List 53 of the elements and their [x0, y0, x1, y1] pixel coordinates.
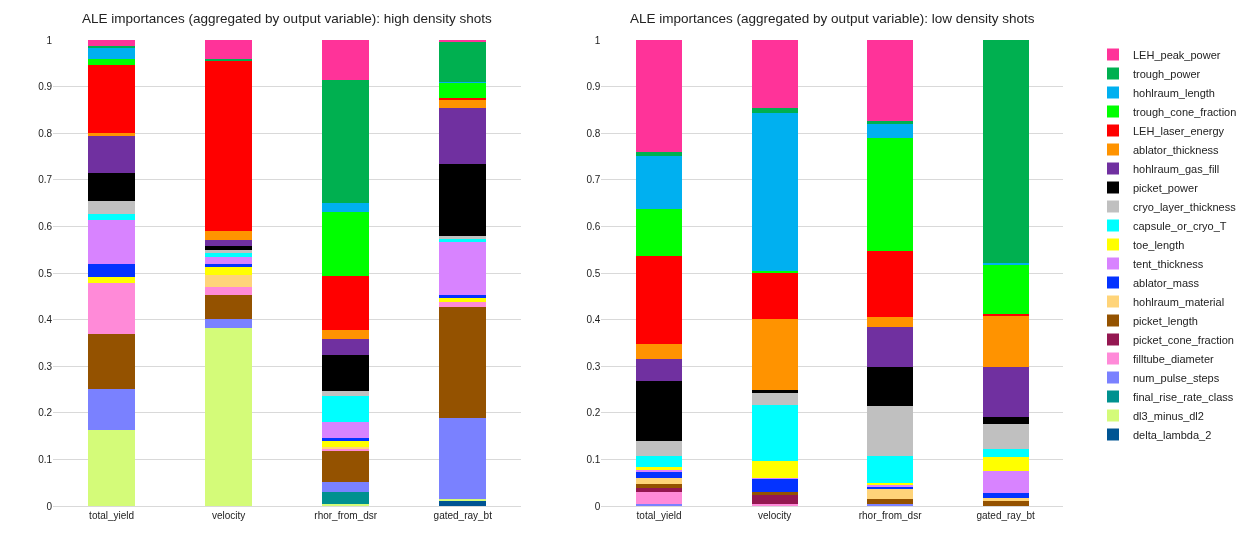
legend-label: hohlraum_gas_fill — [1133, 162, 1220, 175]
y-tick-label: 0.4 — [38, 314, 53, 326]
legend-label: ablator_thickness — [1133, 143, 1220, 156]
x-tick-label: rhor_from_dsr — [858, 510, 923, 521]
y-tick-label: 0.9 — [586, 81, 601, 93]
y-tick-label: 0.3 — [586, 360, 601, 372]
y-tick-label: 0.4 — [586, 314, 601, 326]
y-tick-label: 0.9 — [38, 81, 53, 93]
y-tick-label: 0 — [594, 500, 601, 512]
legend-label: picket_length — [1133, 314, 1198, 327]
y-tick-label: 0.8 — [38, 127, 53, 139]
x-tick-label: total_yield — [636, 510, 682, 521]
legend-label: tent_thickness — [1133, 257, 1204, 270]
legend-label: trough_cone_fraction — [1133, 105, 1237, 118]
legend-label: delta_lambda_2 — [1133, 428, 1212, 441]
y-tick-label: 0.1 — [38, 453, 53, 465]
legend-label: trough_power — [1133, 67, 1201, 80]
legend-label: ablator_mass — [1133, 276, 1200, 289]
y-tick-label: 0.5 — [38, 267, 53, 279]
y-tick-label: 0.2 — [38, 407, 53, 419]
legend-label: picket_cone_fraction — [1133, 333, 1234, 346]
legend-label: hohlraum_material — [1133, 295, 1225, 308]
legend-label: filltube_diameter — [1133, 352, 1215, 365]
y-tick-label: 0.3 — [38, 360, 53, 372]
y-tick-label: 0.1 — [586, 453, 601, 465]
x-tick-label: velocity — [212, 510, 246, 521]
legend-label: num_pulse_steps — [1133, 371, 1220, 384]
x-tick-label: rhor_from_dsr — [314, 510, 378, 521]
chart-title: ALE importances (aggregated by output variable): low density shots — [630, 11, 1035, 26]
y-tick-label: 0.7 — [586, 174, 601, 186]
legend-label: picket_power — [1133, 181, 1199, 194]
legend-label: cryo_layer_thickness — [1133, 200, 1237, 213]
x-tick-label: velocity — [757, 510, 792, 521]
y-tick-label: 0.6 — [586, 220, 601, 232]
legend-label: capsule_or_cryo_T — [1133, 219, 1227, 232]
y-tick-label: 0.6 — [38, 220, 53, 232]
legend-label: dl3_minus_dl2 — [1133, 409, 1204, 422]
y-tick-label: 1 — [46, 34, 53, 46]
x-tick-label: total_yield — [89, 510, 135, 521]
legend-label: toe_length — [1133, 238, 1185, 251]
legend-label: LEH_laser_energy — [1133, 124, 1225, 137]
x-tick-label: gated_ray_bt — [433, 510, 493, 521]
y-tick-label: 0.5 — [586, 267, 601, 279]
y-tick-label: 0.2 — [586, 407, 601, 419]
legend-label: hohlraum_length — [1133, 86, 1215, 99]
x-tick-label: gated_ray_bt — [976, 510, 1036, 521]
y-tick-label: 1 — [594, 34, 601, 46]
y-tick-label: 0.8 — [586, 127, 601, 139]
legend-label: LEH_peak_power — [1133, 48, 1221, 61]
legend-label: final_rise_rate_class — [1133, 390, 1234, 403]
chart-title: ALE importances (aggregated by output variable): high density shots — [82, 11, 492, 26]
y-tick-label: 0.7 — [38, 174, 53, 186]
y-tick-label: 0 — [46, 500, 53, 512]
